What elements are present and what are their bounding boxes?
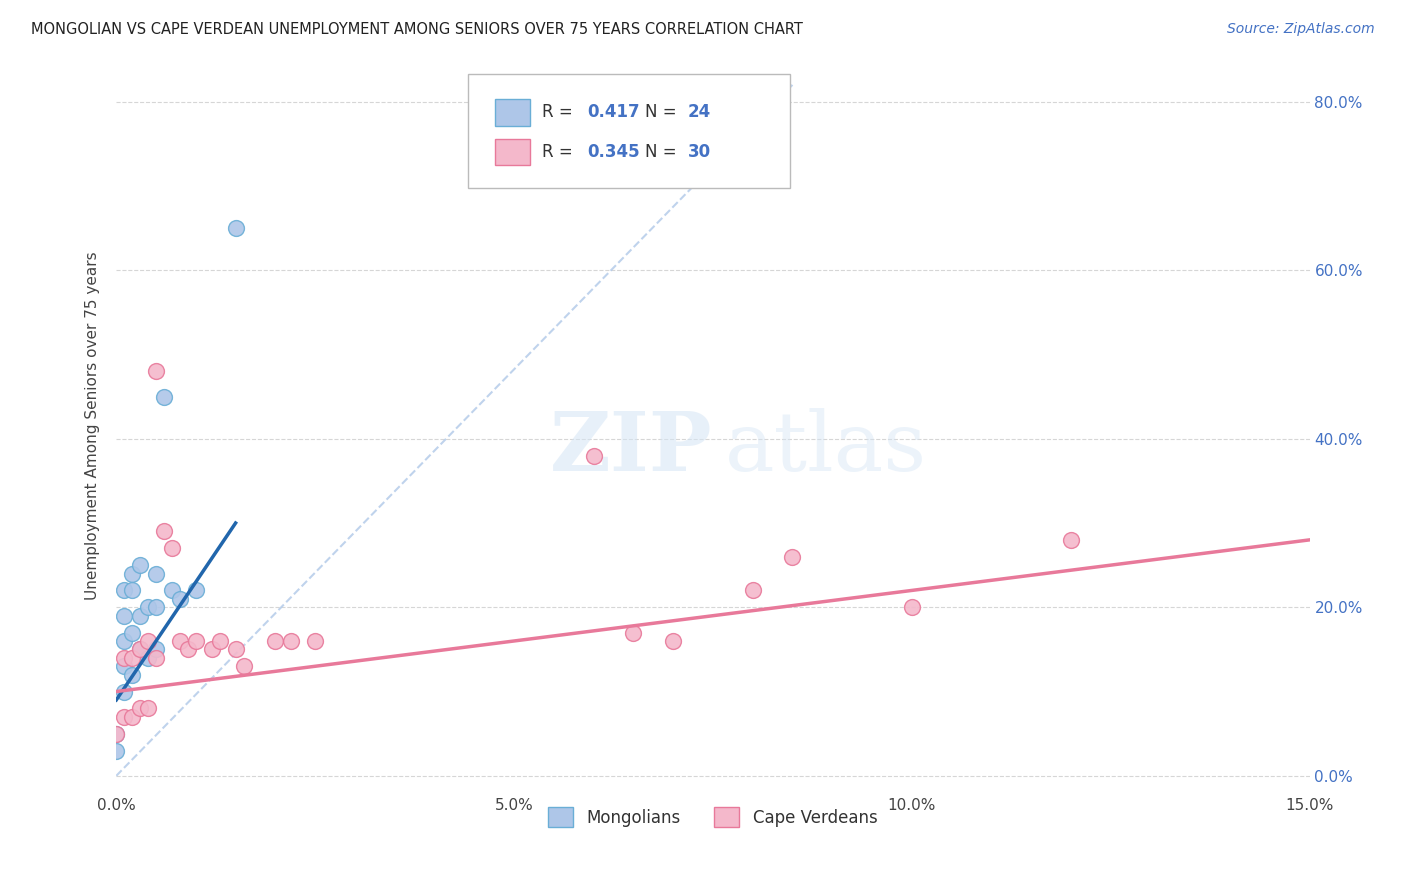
Point	[105, 727, 128, 741]
Point	[169, 634, 191, 648]
Point	[121, 667, 143, 681]
Point	[145, 364, 167, 378]
Point	[145, 600, 167, 615]
Point	[184, 634, 207, 648]
Point	[1060, 533, 1083, 547]
Point	[741, 583, 763, 598]
Point	[153, 390, 176, 404]
Point	[112, 608, 135, 623]
Point	[136, 701, 159, 715]
Point	[112, 659, 135, 673]
Point	[160, 541, 183, 556]
Point	[129, 558, 152, 573]
Point	[145, 566, 167, 581]
Point	[582, 449, 605, 463]
Text: Source: ZipAtlas.com: Source: ZipAtlas.com	[1227, 22, 1375, 37]
Point	[136, 650, 159, 665]
Point	[105, 727, 128, 741]
Point	[121, 625, 143, 640]
Point	[121, 566, 143, 581]
Point	[112, 710, 135, 724]
Point	[105, 743, 128, 757]
Point	[177, 642, 200, 657]
Point	[129, 642, 152, 657]
Point	[900, 600, 922, 615]
Text: ZIP: ZIP	[550, 409, 713, 488]
FancyBboxPatch shape	[495, 139, 530, 165]
Text: N =: N =	[645, 103, 682, 121]
Text: MONGOLIAN VS CAPE VERDEAN UNEMPLOYMENT AMONG SENIORS OVER 75 YEARS CORRELATION C: MONGOLIAN VS CAPE VERDEAN UNEMPLOYMENT A…	[31, 22, 803, 37]
Text: atlas: atlas	[725, 409, 927, 488]
Legend: Mongolians, Cape Verdeans: Mongolians, Cape Verdeans	[540, 798, 886, 836]
Point	[782, 549, 804, 564]
Point	[129, 608, 152, 623]
Point	[621, 625, 644, 640]
Text: R =: R =	[543, 103, 578, 121]
Text: 0.345: 0.345	[588, 143, 640, 161]
Point	[145, 650, 167, 665]
Point	[160, 583, 183, 598]
Text: 0.417: 0.417	[588, 103, 640, 121]
FancyBboxPatch shape	[495, 99, 530, 126]
Point	[121, 650, 143, 665]
Point	[121, 583, 143, 598]
Point	[225, 642, 247, 657]
Point	[129, 642, 152, 657]
Point	[129, 701, 152, 715]
Text: N =: N =	[645, 143, 682, 161]
Text: 24: 24	[688, 103, 711, 121]
Point	[169, 591, 191, 606]
Point	[145, 642, 167, 657]
Point	[201, 642, 224, 657]
Text: 30: 30	[688, 143, 711, 161]
Y-axis label: Unemployment Among Seniors over 75 years: Unemployment Among Seniors over 75 years	[86, 252, 100, 600]
Point	[208, 634, 231, 648]
Point	[112, 583, 135, 598]
Point	[662, 634, 685, 648]
Point	[112, 684, 135, 698]
Point	[112, 650, 135, 665]
FancyBboxPatch shape	[468, 74, 790, 188]
Point	[184, 583, 207, 598]
Point	[136, 634, 159, 648]
Point	[304, 634, 326, 648]
Point	[232, 659, 254, 673]
Text: R =: R =	[543, 143, 578, 161]
Point	[121, 710, 143, 724]
Point	[153, 524, 176, 539]
Point	[280, 634, 302, 648]
Point	[112, 634, 135, 648]
Point	[136, 600, 159, 615]
Point	[225, 221, 247, 235]
Point	[264, 634, 287, 648]
